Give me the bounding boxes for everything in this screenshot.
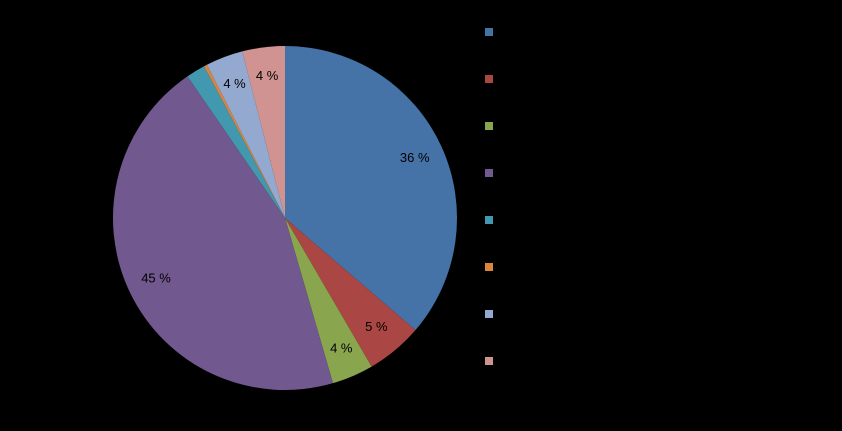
legend-swatch	[485, 357, 493, 365]
data-label: 4 %	[330, 341, 353, 356]
data-label: 36 %	[400, 150, 430, 165]
pie-slice	[113, 76, 333, 390]
pie-slice	[285, 218, 372, 384]
pie-slice	[242, 46, 285, 218]
legend-swatch	[485, 122, 493, 130]
pie-slice	[285, 218, 416, 367]
pie-slice	[285, 46, 457, 331]
legend-swatch	[485, 263, 493, 271]
pie-slice	[187, 66, 285, 218]
legend-swatch	[485, 310, 493, 318]
legend-swatch	[485, 28, 493, 36]
data-label: 4 %	[256, 68, 279, 83]
data-label: 4 %	[223, 76, 246, 91]
data-label: 45 %	[141, 271, 171, 286]
pie-slice	[204, 64, 285, 218]
legend-swatch	[485, 216, 493, 224]
pie-slice	[206, 51, 285, 218]
data-label: 5 %	[365, 319, 388, 334]
legend-swatch	[485, 169, 493, 177]
legend-swatch	[485, 75, 493, 83]
